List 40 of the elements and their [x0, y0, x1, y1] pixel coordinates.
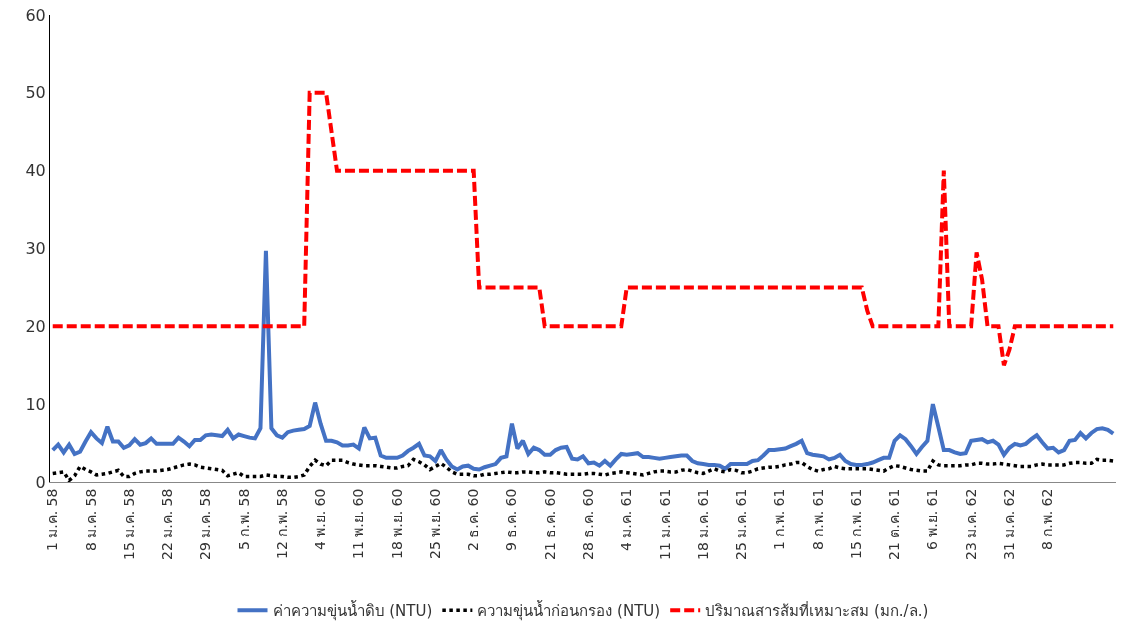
x-tick-label: 8 ก.พ. 62	[1039, 488, 1056, 551]
x-tick-label: 11 พ.ย. 60	[350, 488, 367, 560]
x-tick-label: 29 ม.ค. 58	[197, 488, 214, 561]
x-tick-label: 8 ก.พ. 61	[809, 488, 826, 551]
x-tick-label: 25 พ.ย. 60	[426, 488, 443, 560]
x-tick-label: 23 ม.ค. 62	[962, 488, 979, 561]
legend-label: ปริมาณสารส้มที่เหมาะสม (มก./ล.)	[705, 600, 929, 621]
line-series	[50, 457, 1116, 482]
x-tick-label: 8 ม.ค. 58	[82, 488, 99, 552]
x-tick-label: 4 ม.ค. 61	[618, 488, 635, 552]
x-tick-label: 5 ก.พ. 58	[235, 488, 252, 551]
x-tick-label: 21 ธ.ค. 60	[541, 488, 558, 561]
y-tick-label: 20	[25, 316, 46, 336]
x-tick-label: 25 ม.ค. 61	[733, 488, 750, 561]
x-tick-label: 15 ก.พ. 61	[847, 488, 864, 560]
y-tick-label: 60	[25, 5, 46, 25]
x-tick-label: 21 ต.ค. 61	[886, 488, 903, 561]
legend-label: ความขุ่นน้ำก่อนกรอง (NTU)	[477, 600, 661, 622]
y-tick-label: 0	[35, 472, 46, 492]
x-tick-label: 2 ธ.ค. 60	[465, 488, 482, 552]
x-tick-label: 9 ธ.ค. 60	[503, 488, 520, 552]
x-tick-label: 4 พ.ย. 60	[312, 488, 329, 551]
x-tick-label: 31 ม.ค. 62	[1000, 488, 1017, 561]
x-tick-label: 22 ม.ค. 58	[159, 488, 176, 561]
y-tick-label: 10	[25, 394, 46, 414]
y-tick-label: 30	[25, 239, 46, 259]
legend-label: ค่าความขุ่นน้ำดิบ (NTU)	[272, 600, 433, 622]
x-tick-label: 18 พ.ย. 60	[388, 488, 405, 560]
x-tick-label: 12 ก.พ. 58	[273, 488, 290, 560]
x-tick-label: 28 ธ.ค. 60	[580, 488, 597, 561]
y-tick-label: 50	[25, 83, 46, 103]
x-tick-label: 11 ม.ค. 61	[656, 488, 673, 561]
x-tick-label: 1 ก.พ. 61	[771, 488, 788, 551]
x-tick-label: 6 พ.ย. 61	[924, 488, 941, 551]
y-tick-label: 40	[25, 161, 46, 181]
x-tick-label: 1 ม.ค. 58	[44, 488, 61, 552]
x-tick-label: 18 ม.ค. 61	[694, 488, 711, 561]
line-series	[50, 90, 1116, 368]
line-series	[50, 248, 1116, 472]
x-tick-label: 15 ม.ค. 58	[120, 488, 137, 561]
